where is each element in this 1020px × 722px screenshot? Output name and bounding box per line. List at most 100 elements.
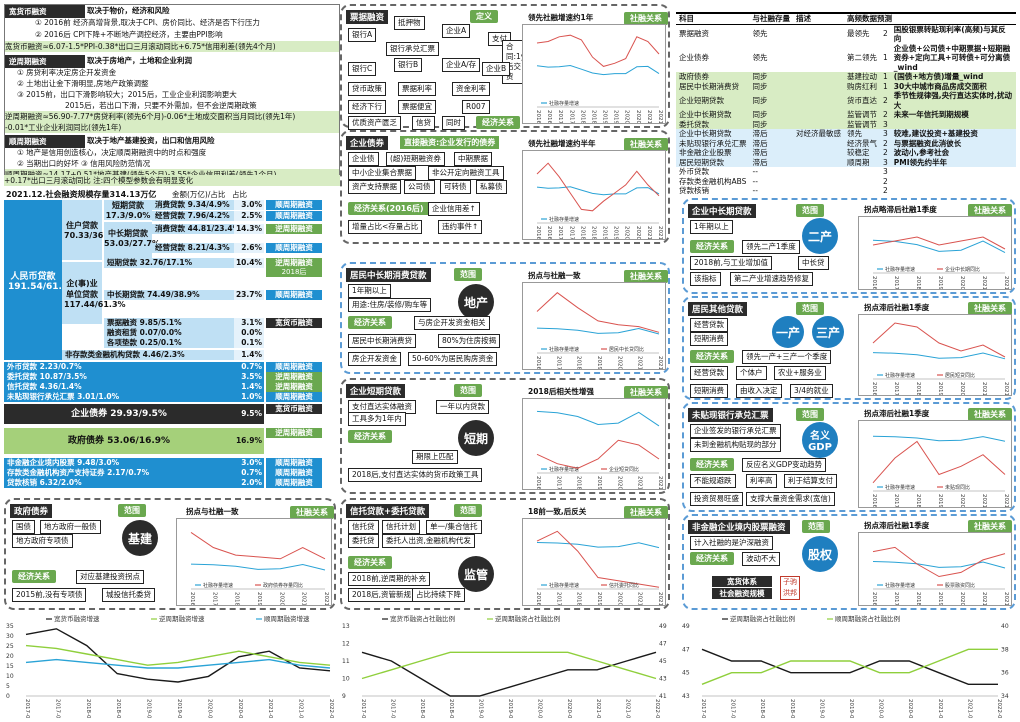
short-chart-title: 2018后相关性增强 xyxy=(528,387,594,396)
gov-title: 政府债券 xyxy=(10,504,53,518)
x-tick-label: 2019-07 xyxy=(613,110,619,123)
tree-row-adv: 各项垫款 0.25/0.1% xyxy=(104,338,234,348)
table-row: 非金融企业股票 滞后 较稳定 2 波动小,参考社会 xyxy=(676,148,1016,158)
table-cell: 2 xyxy=(883,29,888,39)
series-line-1 xyxy=(872,236,1006,250)
x-tick-label: 2021-01 xyxy=(981,382,987,395)
x-tick-label: 2021-11 xyxy=(1003,382,1009,395)
legend-label: 社融存量增速 xyxy=(549,582,579,589)
table-cell xyxy=(793,139,844,149)
s2-formula: 逆周期融资≈56.90-7.77*房贷利率(领先6个月)-0.06*土地成交面积… xyxy=(5,111,339,122)
x-tick-label: 2020-07 xyxy=(635,226,641,239)
legend-label: 逆周期融资占社融比例 xyxy=(730,614,795,623)
equity-rel: 经济关系 xyxy=(690,552,734,565)
series-line-1 xyxy=(872,546,1006,578)
s1-formula: 宽货币融资≈6.07-1.5*PPI-0.38*出口三月滚动同比+6.75*信用… xyxy=(5,41,339,52)
table-cell: 经济景气 xyxy=(847,138,877,148)
x-tick-label: 2021-01 xyxy=(981,592,987,605)
corpmid-rel: 经济关系 xyxy=(690,240,734,253)
undisc-chart-tag: 社融关系 xyxy=(968,408,1012,421)
undisc-chart: 2016-01 2017-01 2018-01 2019-01 2020-01 2021-… xyxy=(858,420,1012,508)
table-cell xyxy=(793,148,844,158)
root-label: 人民币贷款 xyxy=(10,271,56,282)
equity-title: 非金融企业境内股票融资 xyxy=(688,520,790,534)
house-chart: 2016-01 2017-01 2018-01 2019-01 2020-01 2021-… xyxy=(522,282,666,370)
table-cell: 货币直达 xyxy=(847,95,877,105)
x-tick-label: 2017-01 xyxy=(557,226,563,239)
gov-r3: 地方政府专项债 xyxy=(12,534,73,548)
tree-tag-trust: 逆周期融资 xyxy=(266,382,322,392)
x-tick-label: 2020-01 xyxy=(959,382,965,395)
resshort-e7: 3/4的就业 xyxy=(790,384,833,398)
y2-tick-label: 45 xyxy=(659,658,667,665)
y-tick-label: 12 xyxy=(342,641,350,648)
table-row: 存款类金融机构ABS -- 2 xyxy=(676,177,1016,187)
tree-tag-writeoff: 顺周期融资 xyxy=(266,478,322,488)
house-circle: 地产 xyxy=(458,284,494,320)
y-tick-label: 10 xyxy=(6,673,14,680)
house-mid-node: 中长期贷款 53.03/27.7% xyxy=(104,222,160,260)
table-row: 贷款核销 -- 2 xyxy=(676,186,1016,196)
corpmid-e2: 2018前,与工业增加值 xyxy=(690,256,772,270)
legend-label: 顺周期融资占社融比例 xyxy=(835,614,900,623)
bill-rate: 票据利率 xyxy=(398,82,436,96)
author-stamp: 子驹 洪邦 xyxy=(780,576,800,600)
table-cell xyxy=(844,167,880,177)
gov-e3: 城投信托委贷 xyxy=(102,588,155,602)
tree-tag-undisc: 顺周期融资 xyxy=(266,392,322,402)
short-circle: 短期 xyxy=(458,420,494,456)
series-line-0 xyxy=(25,628,331,683)
short-chart-svg: 2016-01 2017-01 2018-01 2019-01 2020-01 2021-… xyxy=(535,410,663,489)
bill-firm-a2: 企业A/存 xyxy=(442,58,481,72)
y-tick-label: 43 xyxy=(682,693,690,700)
gov-e1: 对应基建投资拐点 xyxy=(76,570,144,584)
table-cell: 滞后 xyxy=(752,148,768,157)
x-tick-label: 2018-01 xyxy=(576,476,582,489)
gov-chart: 2016-01 2017-01 2018-01 2019-01 2020-01 2021-… xyxy=(176,518,332,606)
table-cell: 非金融企业股票 xyxy=(679,148,732,157)
x-tick-label: 2021-11 xyxy=(323,592,329,605)
table-cell: 2 xyxy=(883,138,888,148)
table-cell xyxy=(793,186,844,196)
x-tick-label: 2017-01 xyxy=(557,110,563,123)
short-r2: 工具多为1年内 xyxy=(348,412,406,426)
undisc-chart-title: 拐点滞后社融1季度 xyxy=(864,409,930,418)
tree-pct-consume1: 3.0% xyxy=(234,200,264,210)
table-cell: 监管调节 xyxy=(847,110,877,119)
table-cell: -- xyxy=(752,176,758,186)
table-cell: 企业债券 xyxy=(679,53,709,62)
resshort-chart-svg: 2016-01 2017-01 2018-01 2019-01 2020-01 2021-… xyxy=(871,322,1009,395)
s2-formula2: -0.01*工业企业利润同比(领先1年) xyxy=(5,122,339,133)
panel-corpbond: 企业债券 直接融资:企业发行的债券 企业债 (超)短期融资券 中期票据 中小企业… xyxy=(340,130,670,244)
s1-line2: ② 2016后 CPI下降+不断地产调控经济，主要由PPI影响 xyxy=(35,30,223,39)
house-mid-label: 中长期贷款 xyxy=(108,229,148,238)
trust-e3: 占比持续下降 xyxy=(412,588,465,602)
bottom-chart-1: 2017-01 2017-07 2018-01 2018-07 2019-01 2019-… xyxy=(4,612,336,718)
trust-circle: 监管 xyxy=(458,556,494,592)
x-tick-label: 2019-01 xyxy=(937,494,943,507)
table-cell: 票据融资 xyxy=(679,29,709,39)
x-tick-label: 2020-01 xyxy=(959,494,965,507)
table-row: 居民短期贷款 滞后 顺周期 3 PMI领先约半年 xyxy=(676,157,1016,167)
series-line-1 xyxy=(872,322,1006,358)
tree-row-biz1: 经营贷款 7.96/4.2% xyxy=(152,211,234,221)
x-tick-label: 2018-01 xyxy=(915,276,921,289)
undisc-rel: 经济关系 xyxy=(690,458,734,471)
bottom-chart-2: 2017-01 2017-07 2018-01 2018-07 2019-01 2019-… xyxy=(340,612,674,718)
trust-chart-title: 18前一致,后反关 xyxy=(528,507,587,516)
house-short-node: 短期贷款 17.3/9.0% xyxy=(104,200,152,220)
tree-pct-biz1: 2.5% xyxy=(234,211,264,221)
household-node: 住户贷款 70.33/36.7% xyxy=(62,200,120,260)
cb-e2: 增量占比<存量占比 xyxy=(348,220,423,234)
x-tick-label: 2020-01 xyxy=(616,356,622,369)
s2-sub: 取决于房地产，土地和企业利润 xyxy=(87,56,192,65)
tree-tag-equity: 顺周期融资 xyxy=(266,458,322,468)
resshort-circle2: 三产 xyxy=(812,316,844,348)
table-cell: 贷款核销 xyxy=(679,186,709,195)
tree-pct-undisc: 1.0% xyxy=(234,392,264,402)
y-tick-label: 47 xyxy=(682,646,690,653)
x-tick-label: 2017-01 xyxy=(700,699,706,718)
bill-bank-a: 银行A xyxy=(348,28,377,42)
x-tick-label: 2019-01 xyxy=(596,592,602,605)
undisc-e6: 支撑大量资金需求(宽信) xyxy=(746,492,835,506)
